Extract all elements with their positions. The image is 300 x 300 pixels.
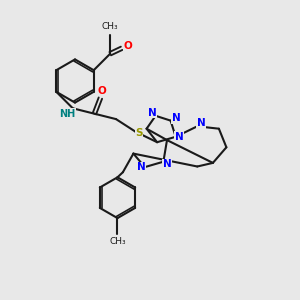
Text: CH₃: CH₃ <box>102 22 119 31</box>
Text: O: O <box>98 85 106 96</box>
Text: S: S <box>135 128 143 138</box>
Text: NH: NH <box>59 109 76 119</box>
Text: N: N <box>148 108 157 118</box>
Text: N: N <box>175 132 184 142</box>
Text: CH₃: CH₃ <box>109 237 126 246</box>
Text: N: N <box>137 162 146 172</box>
Text: N: N <box>196 118 205 128</box>
Text: N: N <box>172 113 180 123</box>
Text: O: O <box>124 41 133 51</box>
Text: N: N <box>163 159 171 169</box>
